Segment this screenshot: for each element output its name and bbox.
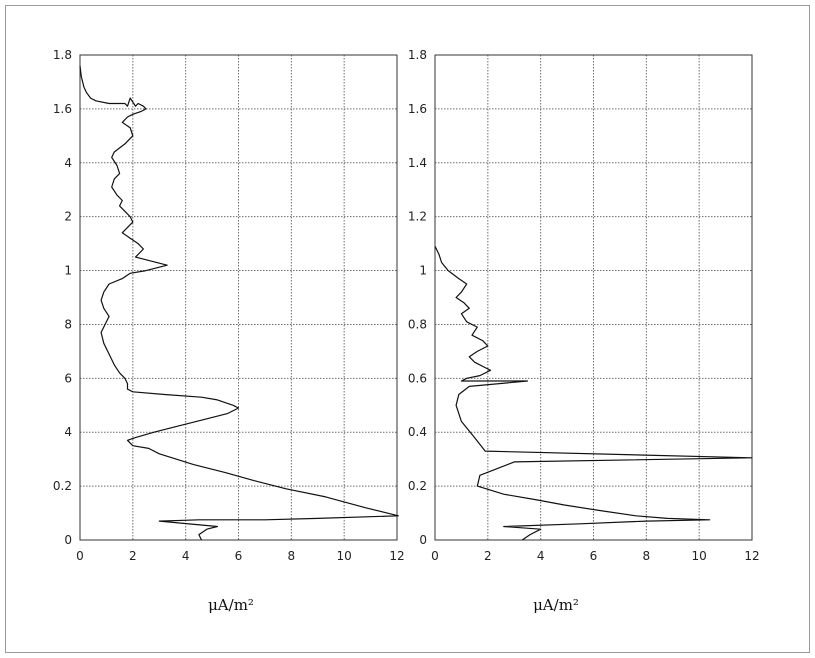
x-tick-label: 4 <box>182 549 190 563</box>
x-tick-label: 4 <box>537 549 545 563</box>
y-tick-label: 1.8 <box>408 48 427 62</box>
x-tick-label: 6 <box>235 549 243 563</box>
y-tick-label: 4 <box>64 425 72 439</box>
x-tick-label: 6 <box>590 549 598 563</box>
plot-area-border <box>434 54 753 541</box>
x-tick-label: 12 <box>744 549 759 563</box>
plot-area-border <box>79 54 398 541</box>
x-tick-label: 8 <box>643 549 651 563</box>
y-tick-label: 8 <box>64 317 72 331</box>
figure-frame <box>5 5 810 653</box>
y-tick-label: 0.2 <box>53 479 72 493</box>
y-tick-label: 2 <box>64 210 72 224</box>
y-tick-label: 1.6 <box>408 102 427 116</box>
x-axis-label: μA/m² <box>533 596 579 614</box>
y-tick-label: 1.4 <box>408 156 427 170</box>
y-tick-label: 4 <box>64 156 72 170</box>
series-line-1 <box>434 246 753 541</box>
series-line-1 <box>79 65 399 541</box>
x-tick-label: 0 <box>76 549 84 563</box>
y-tick-label: 0.4 <box>408 425 427 439</box>
y-tick-label: 1 <box>64 264 72 278</box>
y-tick-label: 1 <box>419 264 427 278</box>
x-tick-label: 10 <box>692 549 707 563</box>
x-axis-label: μA/m² <box>208 596 254 614</box>
y-tick-label: 0.2 <box>408 479 427 493</box>
y-tick-label: 0.8 <box>408 317 427 331</box>
y-tick-label: 1.2 <box>408 210 427 224</box>
x-tick-label: 2 <box>129 549 137 563</box>
y-tick-label: 0 <box>419 533 427 547</box>
x-tick-label: 8 <box>288 549 296 563</box>
y-tick-label: 0 <box>64 533 72 547</box>
y-tick-label: 1.8 <box>53 48 72 62</box>
x-tick-label: 0 <box>431 549 439 563</box>
y-tick-label: 6 <box>64 371 72 385</box>
x-tick-label: 10 <box>337 549 352 563</box>
y-tick-label: 0.6 <box>408 371 427 385</box>
x-tick-label: 2 <box>484 549 492 563</box>
x-tick-label: 12 <box>389 549 404 563</box>
y-tick-label: 1.6 <box>53 102 72 116</box>
chart-panel-2: 0 2 4 6 8 10 12 0 0.2 0.4 0.6 0.8 1 1.2 1.4 1.6 1.8 μA/m² <box>408 48 760 614</box>
